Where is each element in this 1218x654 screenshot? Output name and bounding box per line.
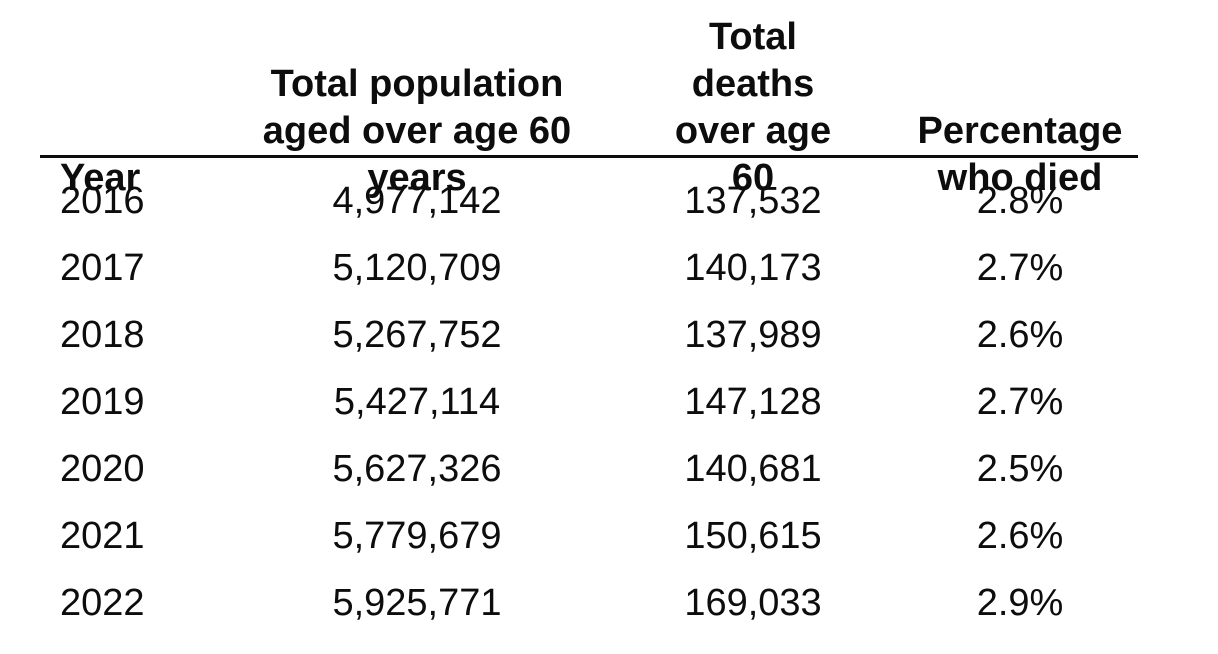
cell-percentage: 2.7% <box>976 247 1064 289</box>
column-header-population-line1: Total population <box>270 63 564 105</box>
cell-year: 2017 <box>60 247 145 289</box>
column-header-population: Total population aged over age 60 years <box>180 61 654 202</box>
cell-percentage: 2.6% <box>976 314 1064 356</box>
cell-deaths: 169,033 <box>684 582 822 624</box>
cell-year: 2019 <box>60 381 145 423</box>
table-header-row: Year Total population aged over age 60 y… <box>40 14 1188 199</box>
column-header-deaths: Total deaths over age 60 <box>654 14 852 202</box>
cell-deaths: 140,681 <box>684 448 822 490</box>
cell-percentage: 2.9% <box>976 582 1064 624</box>
cell-population: 5,120,709 <box>332 247 502 289</box>
column-header-year: Year <box>40 155 180 202</box>
table-row: 2016 4,977,142 137,532 2.8% <box>40 168 1188 235</box>
cell-year: 2020 <box>60 448 145 490</box>
table-row: 2022 5,925,771 169,033 2.9% <box>40 570 1188 637</box>
cell-percentage: 2.7% <box>976 381 1064 423</box>
cell-population: 5,627,326 <box>332 448 502 490</box>
column-header-population-line2: aged over age 60 <box>262 110 572 152</box>
cell-year: 2016 <box>60 180 145 222</box>
cell-year: 2022 <box>60 582 145 624</box>
cell-deaths: 150,615 <box>684 515 822 557</box>
table-body: 2016 4,977,142 137,532 2.8% 2017 5,120,7… <box>40 168 1188 637</box>
column-header-percentage-line1: Percentage <box>917 110 1123 152</box>
cell-population: 5,925,771 <box>332 582 502 624</box>
table-row: 2018 5,267,752 137,989 2.6% <box>40 302 1188 369</box>
table-row: 2017 5,120,709 140,173 2.7% <box>40 235 1188 302</box>
column-header-percentage-line2: who died <box>937 157 1103 199</box>
cell-deaths: 140,173 <box>684 247 822 289</box>
cell-percentage: 2.5% <box>976 448 1064 490</box>
cell-year: 2021 <box>60 515 145 557</box>
cell-population: 5,267,752 <box>332 314 502 356</box>
column-header-year-label: Year <box>60 157 141 199</box>
table-row: 2020 5,627,326 140,681 2.5% <box>40 436 1188 503</box>
cell-population: 4,977,142 <box>332 180 502 222</box>
cell-percentage: 2.8% <box>976 180 1064 222</box>
column-header-deaths-line2: over age 60 <box>674 110 832 199</box>
cell-population: 5,427,114 <box>333 381 501 423</box>
column-header-deaths-line1: Total deaths <box>691 16 815 105</box>
cell-year: 2018 <box>60 314 145 356</box>
cell-percentage: 2.6% <box>976 515 1064 557</box>
column-header-population-line3: years <box>367 157 467 199</box>
table-row: 2021 5,779,679 150,615 2.6% <box>40 503 1188 570</box>
header-divider <box>40 155 1138 158</box>
cell-deaths: 137,532 <box>684 180 822 222</box>
cell-deaths: 147,128 <box>684 381 822 423</box>
population-deaths-table: Year Total population aged over age 60 y… <box>40 14 1188 637</box>
cell-deaths: 137,989 <box>684 314 822 356</box>
column-header-percentage: Percentage who died <box>852 108 1188 202</box>
cell-population: 5,779,679 <box>332 515 502 557</box>
table-row: 2019 5,427,114 147,128 2.7% <box>40 369 1188 436</box>
